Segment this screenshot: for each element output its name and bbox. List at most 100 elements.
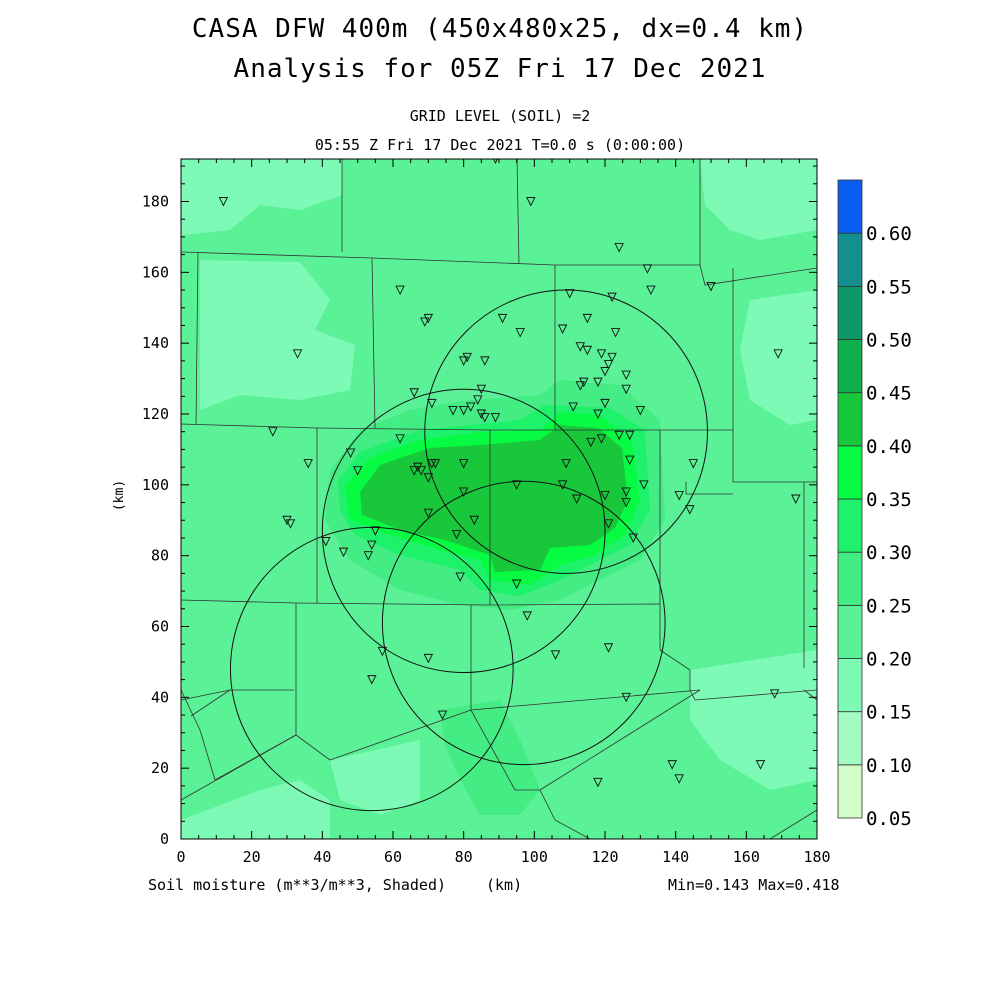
station-marker — [345, 448, 356, 458]
colorbar-label: 0.30 — [866, 542, 912, 564]
station-marker — [603, 643, 614, 653]
station-marker — [455, 572, 465, 582]
station-marker — [593, 377, 603, 388]
station-marker — [458, 459, 469, 469]
station-marker — [352, 466, 363, 476]
x-tick-label: 60 — [384, 848, 402, 866]
colorbar-swatch — [837, 232, 863, 287]
station-marker — [458, 487, 469, 497]
station-marker — [600, 367, 610, 377]
station-marker — [600, 398, 610, 409]
colorbar-label: 0.50 — [866, 330, 912, 352]
station-marker — [607, 352, 617, 363]
station-marker — [395, 434, 405, 444]
station-marker — [600, 491, 610, 501]
station-marker — [526, 197, 536, 207]
colorbar-swatch — [837, 445, 863, 500]
field-light-nw — [181, 159, 342, 235]
y-tick-label: 160 — [142, 263, 169, 281]
colorbar-swatch — [837, 604, 863, 659]
y-tick-label: 140 — [142, 334, 169, 352]
station-marker — [448, 406, 458, 416]
station-marker — [674, 491, 684, 501]
station-marker — [621, 370, 631, 381]
station-marker — [363, 551, 373, 561]
station-marker — [218, 197, 229, 207]
station-marker — [610, 328, 621, 338]
station-marker — [321, 537, 331, 547]
station-marker — [603, 359, 614, 370]
field-light-se — [690, 650, 817, 790]
x-tick-label: 0 — [176, 848, 185, 866]
station-marker — [515, 328, 525, 338]
colorbar-label: 0.15 — [866, 702, 912, 724]
station-marker — [642, 264, 653, 274]
y-tick-label: 20 — [151, 759, 169, 777]
y-tick-label: 40 — [151, 688, 169, 706]
y-axis-label: (km) — [112, 479, 128, 512]
x-tick-label: 100 — [521, 848, 548, 866]
station-marker — [603, 519, 614, 529]
station-marker — [430, 459, 441, 469]
colorbar-label: 0.45 — [866, 383, 912, 405]
station-marker — [557, 324, 568, 335]
station-marker — [409, 466, 419, 476]
station-marker — [423, 508, 434, 519]
axes: 0 20 40 60 80 100 120 140 160 180 0 20 40 60 80 100 120 1… — [142, 159, 831, 866]
field-light-ne — [700, 159, 817, 240]
station-marker — [635, 406, 646, 416]
x-tick-label: 120 — [591, 848, 618, 866]
station-marker — [268, 427, 278, 437]
station-marker — [621, 487, 631, 497]
station-marker — [416, 466, 426, 476]
station-marker — [593, 777, 603, 788]
station-marker — [596, 434, 607, 444]
colorbar-label: 0.10 — [866, 755, 912, 777]
min-max-label: Min=0.143 Max=0.418 — [668, 876, 840, 894]
station-marker — [568, 402, 578, 412]
station-marker — [338, 547, 349, 558]
x-tick-label: 160 — [733, 848, 760, 866]
station-marker — [582, 313, 593, 324]
colorbar-swatch — [837, 658, 863, 713]
station-marker — [480, 356, 490, 366]
colorbar-swatch — [837, 392, 863, 447]
colorbar-label: 0.05 — [866, 808, 912, 830]
field-moist-south — [440, 700, 540, 815]
x-tick-label: 140 — [662, 848, 689, 866]
station-marker — [367, 540, 377, 551]
chart-subtitle: Analysis for 05Z Fri 17 Dec 2021 — [233, 54, 767, 84]
station-marker — [409, 388, 419, 398]
y-tick-label: 120 — [142, 405, 169, 423]
colorbar-swatch — [837, 498, 863, 553]
county-boundaries — [181, 159, 817, 839]
radar-range-rings — [229, 289, 708, 812]
station-marker — [469, 515, 479, 526]
station-marker — [522, 611, 532, 621]
station-marker — [285, 519, 296, 529]
station-marker — [625, 430, 635, 441]
x-tick-label: 20 — [243, 848, 261, 866]
station-marker — [572, 494, 582, 505]
station-marker — [497, 313, 508, 324]
station-marker — [607, 292, 617, 303]
station-marker — [462, 352, 472, 363]
station-marker — [420, 317, 430, 327]
station-marker — [292, 349, 303, 359]
station-marker — [586, 437, 596, 448]
field-light-w — [200, 260, 355, 410]
station-marker — [303, 459, 313, 469]
station-marker — [476, 409, 487, 420]
colorbar-label: 0.20 — [866, 649, 912, 671]
station-marker — [458, 356, 469, 366]
station-marker — [437, 710, 448, 721]
station-marker — [621, 384, 631, 395]
station-marker — [561, 459, 571, 469]
station-marker — [423, 313, 434, 324]
y-tick-label: 0 — [160, 830, 169, 848]
station-marker — [490, 413, 501, 423]
station-marker — [480, 413, 490, 423]
station-marker — [511, 579, 522, 590]
x-tick-label: 180 — [803, 848, 830, 866]
